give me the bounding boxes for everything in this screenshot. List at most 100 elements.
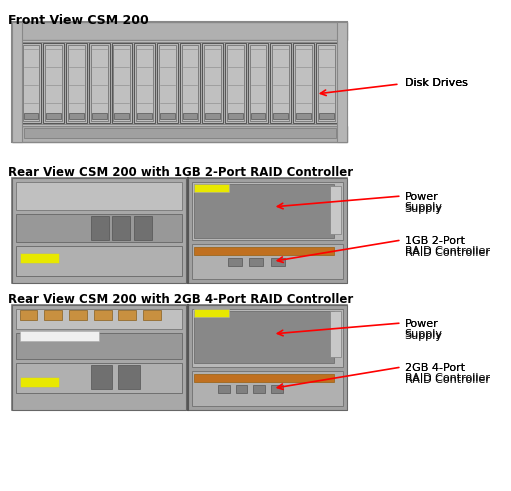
Bar [192,309,343,367]
Bar [12,305,347,410]
Bar [16,309,182,329]
Bar [92,113,107,119]
Bar [271,385,283,393]
Text: 2GB 4-Port: 2GB 4-Port [405,363,464,373]
Bar [24,128,336,138]
Bar [112,216,130,240]
Bar [21,43,41,123]
Text: Supply: Supply [405,329,443,339]
Bar [16,214,182,242]
Bar [202,43,223,123]
Bar [91,365,112,389]
Bar [296,113,311,119]
Bar [194,309,229,317]
Bar [330,311,341,357]
Bar [45,45,62,121]
Bar [188,178,347,283]
Text: Rear View CSM 200 with 2GB 4-Port RAID Controller: Rear View CSM 200 with 2GB 4-Port RAID C… [8,293,353,306]
Bar [24,113,38,119]
Bar [337,22,347,142]
Bar [12,22,347,142]
Bar [179,43,200,123]
Bar [188,305,347,410]
Bar [236,385,247,393]
Bar [271,258,285,266]
Bar [218,385,230,393]
Bar [136,45,153,121]
Bar [16,246,182,276]
Bar [43,43,64,123]
Bar [295,45,312,121]
Bar [204,45,221,121]
Bar [20,42,339,124]
Bar [192,244,343,279]
Bar [318,45,335,121]
Bar [272,45,289,121]
Bar [20,310,37,320]
Bar [194,374,334,382]
Text: 2GB 4-Port
RAID Controller: 2GB 4-Port RAID Controller [405,363,490,384]
Text: RAID Controller: RAID Controller [405,246,490,256]
Bar [69,310,87,320]
Bar [12,178,187,283]
Bar [66,43,87,123]
Bar [134,43,155,123]
Text: 1GB 2-Port: 1GB 2-Port [405,236,464,246]
Bar [68,45,85,121]
Text: Disk Drives: Disk Drives [405,78,468,88]
Bar [270,43,291,123]
Bar [44,310,62,320]
Bar [253,385,265,393]
Bar [22,45,39,121]
Bar [16,363,182,393]
Bar [20,331,99,341]
Text: Disk Drives: Disk Drives [405,78,468,88]
Bar [16,182,182,210]
Bar [293,43,314,123]
Text: Power: Power [405,192,438,202]
Bar [157,43,178,123]
Bar [111,43,132,123]
Bar [91,216,108,240]
Bar [248,43,268,123]
Bar [160,113,175,119]
Bar [194,184,229,192]
Bar [181,45,198,121]
Bar [159,45,176,121]
Bar [134,216,152,240]
Bar [251,113,265,119]
Bar [228,258,242,266]
Text: RAID Controller: RAID Controller [405,373,490,383]
Text: Front View CSM 200: Front View CSM 200 [8,14,149,27]
Bar [182,113,197,119]
Bar [192,182,343,240]
Bar [12,22,347,40]
Bar [16,333,182,359]
Text: Power
Supply: Power Supply [405,192,443,214]
Bar [89,43,109,123]
Bar [12,178,347,283]
Bar [20,377,59,387]
Bar [228,113,243,119]
Bar [12,126,347,142]
Bar [137,113,152,119]
Bar [194,311,334,363]
Bar [250,45,266,121]
Bar [192,371,343,406]
Bar [119,310,136,320]
Bar [249,258,263,266]
Text: Power: Power [405,319,438,329]
Bar [194,184,334,238]
Bar [273,113,288,119]
Bar [12,305,187,410]
Bar [91,45,108,121]
Bar [47,113,61,119]
Bar [119,365,140,389]
Bar [20,253,59,263]
Text: 1GB 2-Port
RAID Controller: 1GB 2-Port RAID Controller [405,236,490,258]
Bar [194,247,334,255]
Bar [330,186,341,234]
Bar [12,22,21,142]
Bar [94,310,111,320]
Bar [319,113,334,119]
